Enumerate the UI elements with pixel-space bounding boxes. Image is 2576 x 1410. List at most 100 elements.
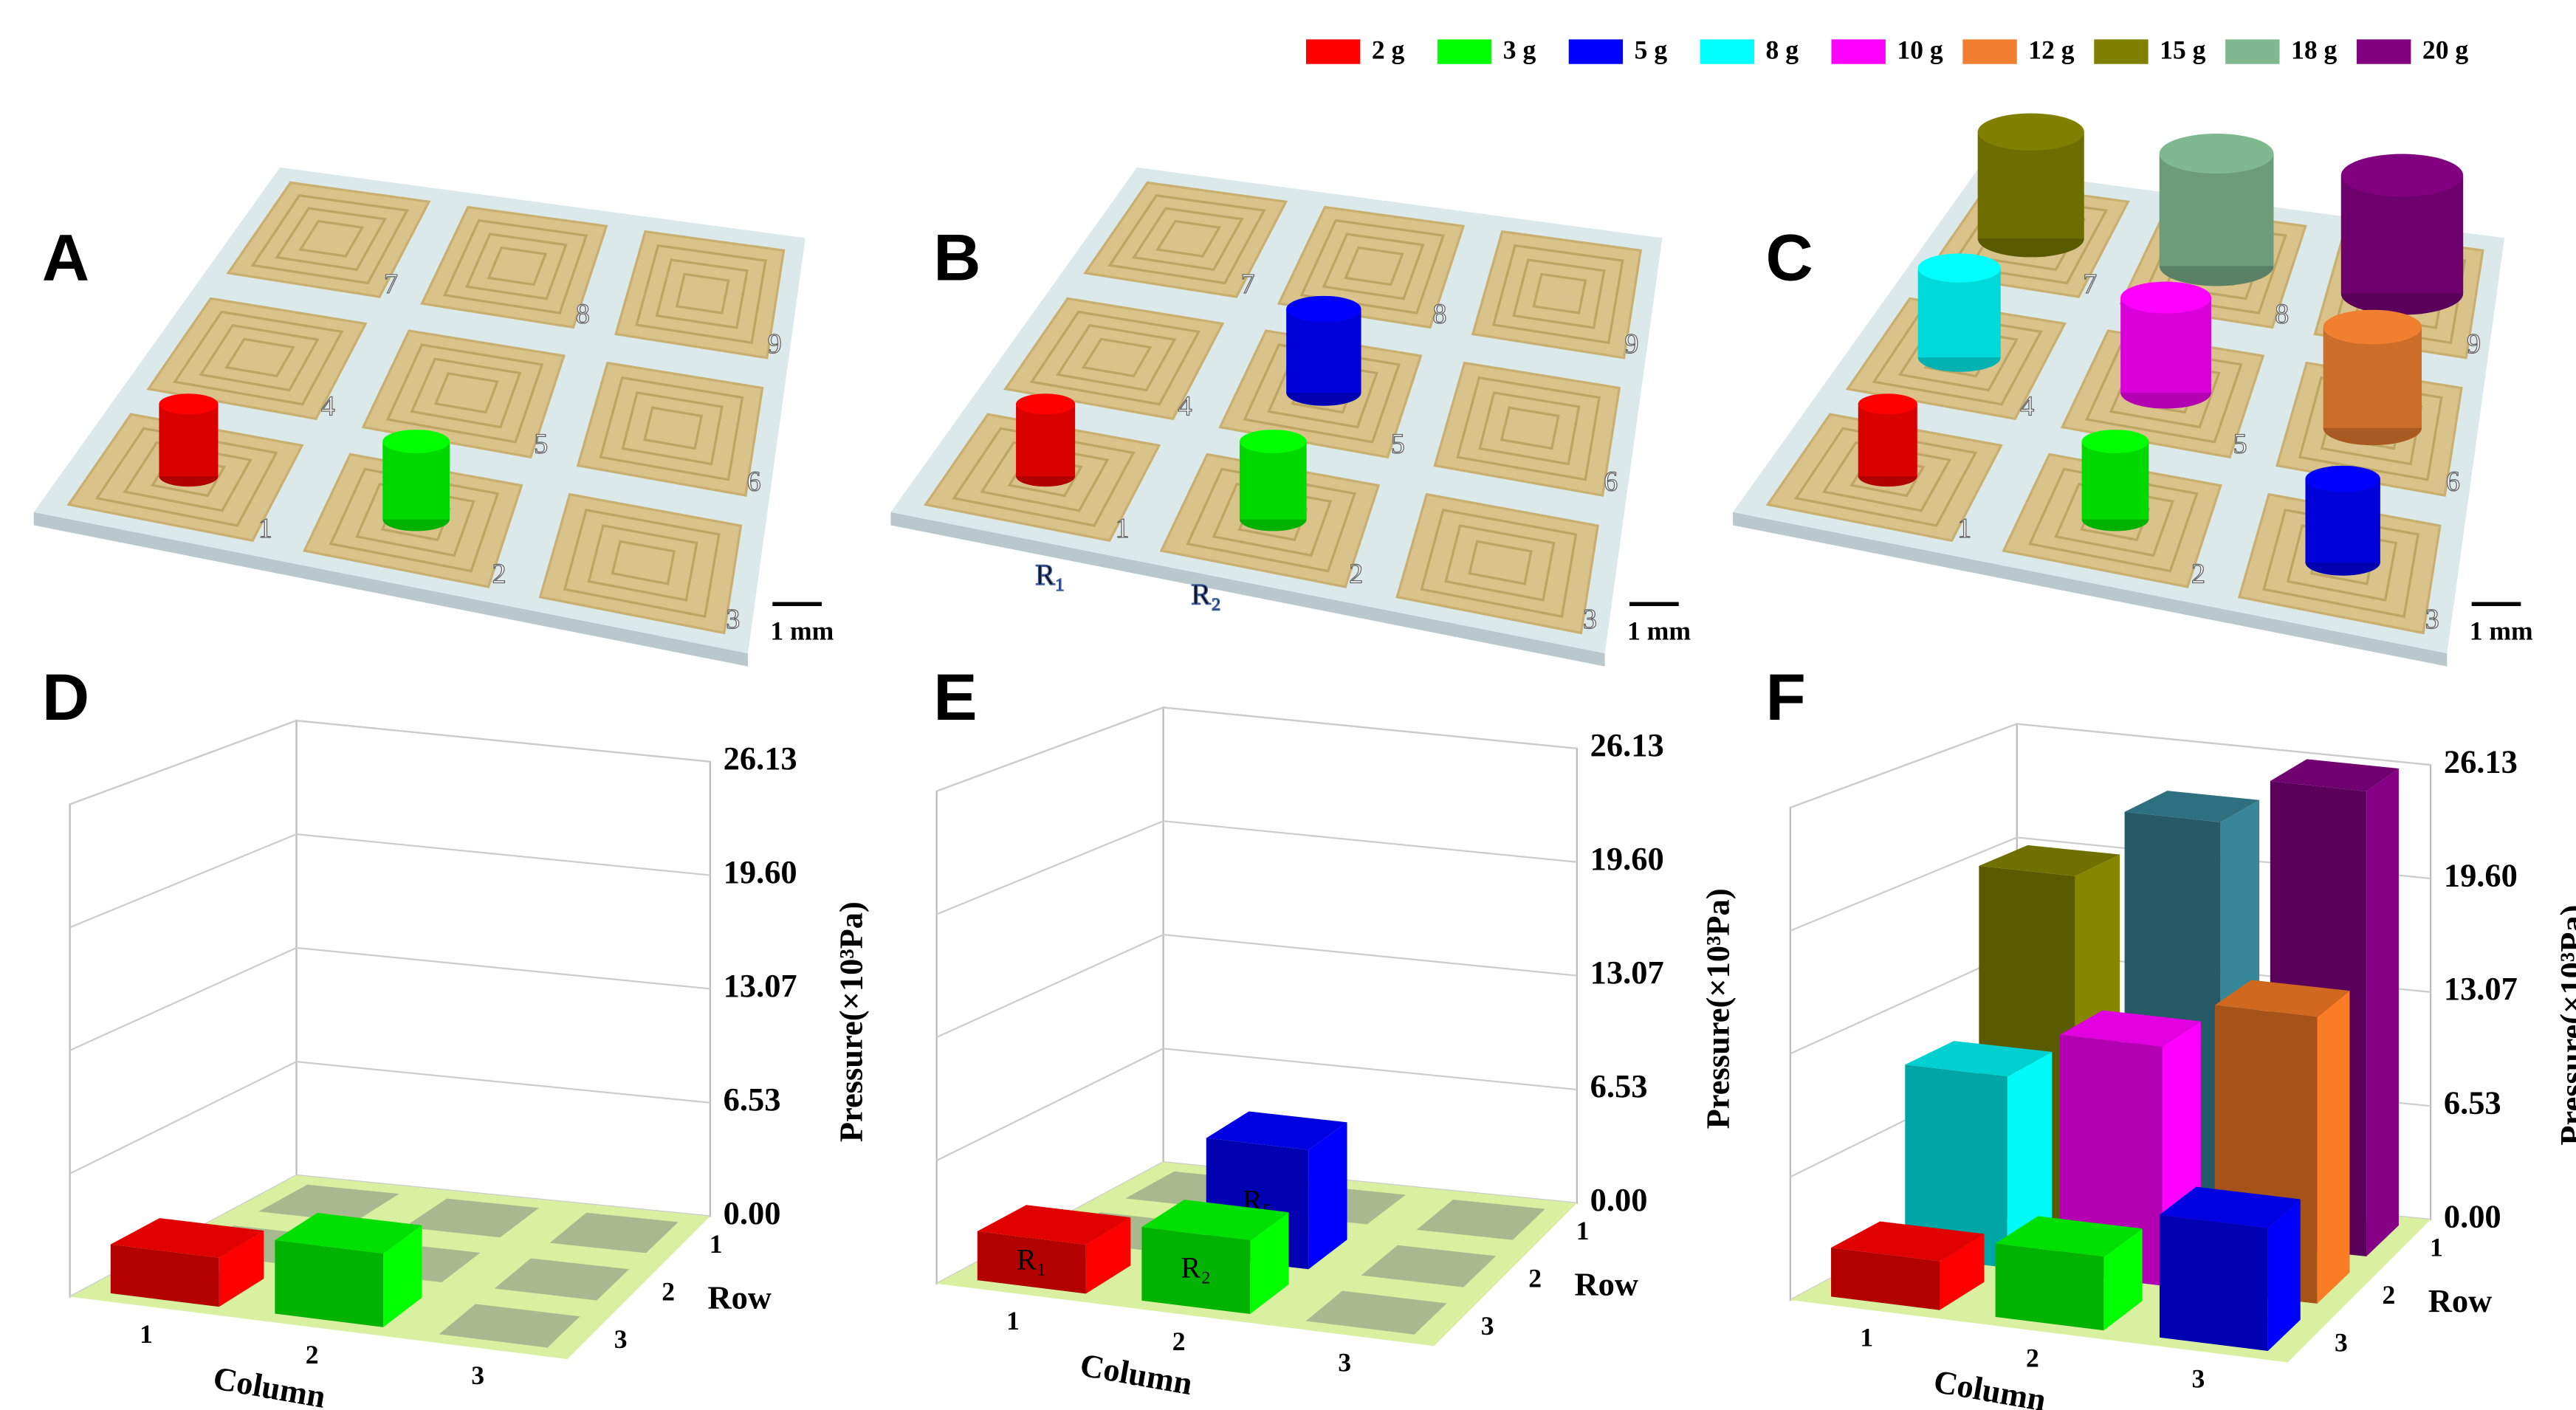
bar-side bbox=[2366, 768, 2399, 1256]
y-tick-label: 6.53 bbox=[2444, 1084, 2501, 1121]
sensor-spiral bbox=[1055, 323, 1177, 392]
weight-body bbox=[2081, 441, 2149, 520]
weight bbox=[1858, 393, 1917, 487]
sensor-number: 1 bbox=[258, 513, 272, 544]
z-tick-label: 2 bbox=[1528, 1264, 1542, 1293]
bar-side bbox=[2317, 991, 2350, 1304]
sensor-number: 6 bbox=[747, 467, 761, 498]
z-tick-label: 1 bbox=[1576, 1216, 1590, 1245]
bar-top bbox=[1995, 1216, 2143, 1257]
sensor-number: 1 bbox=[1116, 513, 1130, 544]
legend-label: 3 g bbox=[1503, 35, 1536, 64]
bar bbox=[1905, 1041, 2053, 1268]
legend-swatch bbox=[1568, 39, 1624, 64]
bar-side bbox=[2103, 1228, 2143, 1331]
sensor-spiral bbox=[1029, 310, 1201, 406]
bar bbox=[2159, 1186, 2301, 1351]
sensor-spiral bbox=[2054, 482, 2174, 557]
y-axis-label: Pressure(×10³Pa) bbox=[2553, 905, 2576, 1146]
weight-top bbox=[1239, 430, 1307, 453]
sensor-spiral bbox=[1456, 376, 1601, 481]
floor-cell bbox=[1305, 1290, 1447, 1335]
panel-label: A bbox=[42, 220, 89, 294]
y-tick-label: 6.53 bbox=[1590, 1067, 1648, 1104]
y-tick-label: 0.00 bbox=[724, 1194, 781, 1231]
grid-line bbox=[69, 1061, 710, 1175]
x-tick-label: 2 bbox=[1172, 1327, 1186, 1356]
weight bbox=[2340, 154, 2464, 315]
sensor-number: 8 bbox=[576, 298, 590, 329]
legend-label: 2 g bbox=[1372, 35, 1405, 64]
sensor-number: 4 bbox=[2020, 391, 2034, 422]
weight-top bbox=[2323, 309, 2422, 345]
sensor-number: 6 bbox=[2446, 467, 2460, 498]
floor-cell bbox=[404, 1198, 539, 1238]
y-tick-label: 26.13 bbox=[724, 740, 797, 777]
x-tick-label: 3 bbox=[471, 1361, 484, 1390]
sensor-spiral bbox=[1420, 508, 1578, 619]
y-tick-label: 13.07 bbox=[2444, 970, 2518, 1007]
sensor-spiral bbox=[433, 371, 499, 414]
sensor-spiral bbox=[621, 391, 724, 466]
weight bbox=[2159, 134, 2274, 286]
legend-label: 12 g bbox=[2028, 35, 2074, 64]
weight-body bbox=[1858, 404, 1917, 477]
weight-top bbox=[1917, 253, 2001, 283]
x-tick-label: 2 bbox=[2026, 1343, 2039, 1372]
weight-body bbox=[2305, 478, 2380, 563]
weight bbox=[159, 393, 219, 487]
bar-side bbox=[2007, 1051, 2053, 1268]
sensor-number: 5 bbox=[1391, 429, 1405, 460]
weight bbox=[2305, 465, 2380, 576]
bar-top bbox=[1979, 845, 2120, 876]
bar-front bbox=[110, 1244, 219, 1307]
sensor-spiral bbox=[952, 427, 1136, 527]
bar-top bbox=[2059, 1010, 2201, 1047]
sensor-number: 2 bbox=[2191, 559, 2205, 590]
sensor-number: 1 bbox=[1957, 513, 1971, 544]
sensor-spiral bbox=[1821, 441, 1952, 512]
sensor-spiral bbox=[599, 376, 744, 481]
weight-top bbox=[1286, 295, 1361, 323]
legend-label: 5 g bbox=[1635, 35, 1668, 64]
weight-top bbox=[382, 430, 450, 453]
weight bbox=[1977, 113, 2084, 258]
bar-front bbox=[1831, 1248, 1940, 1310]
bar-side bbox=[383, 1225, 422, 1327]
x-tick-label: 2 bbox=[306, 1340, 319, 1369]
grid-line bbox=[936, 706, 1577, 792]
y-axis-label: Pressure(×10³Pa) bbox=[833, 901, 870, 1142]
sensor-spiral bbox=[354, 482, 475, 557]
legend-label: 10 g bbox=[1897, 35, 1943, 64]
bar-top bbox=[2214, 980, 2350, 1017]
sensor-spiral bbox=[1512, 258, 1606, 329]
weight-body bbox=[1286, 309, 1361, 393]
weight bbox=[2081, 430, 2149, 532]
z-axis-label: Row bbox=[707, 1279, 771, 1316]
weight bbox=[2120, 281, 2211, 409]
sensor-spiral bbox=[1186, 467, 1356, 573]
sensor-spiral bbox=[172, 310, 344, 406]
bar-front bbox=[1995, 1243, 2104, 1331]
sensor-spiral bbox=[2085, 343, 2243, 444]
sensor-spiral bbox=[442, 219, 588, 314]
weight bbox=[1917, 253, 2001, 372]
weight bbox=[1016, 393, 1076, 487]
sensor-spiral bbox=[1131, 207, 1244, 272]
sensor-spiral bbox=[1491, 244, 1624, 345]
z-axis-label: Row bbox=[1575, 1266, 1638, 1303]
sensor-number: 6 bbox=[1604, 467, 1618, 498]
z-tick-label: 2 bbox=[2382, 1280, 2395, 1310]
sensor-spiral bbox=[487, 246, 548, 286]
sensor-spiral bbox=[385, 343, 544, 444]
bar bbox=[275, 1212, 422, 1327]
sensor-number: 9 bbox=[768, 329, 782, 360]
sensor-spiral bbox=[1155, 219, 1222, 258]
bar-side bbox=[2267, 1199, 2301, 1351]
grid-line bbox=[936, 933, 1577, 1039]
bar-top bbox=[2124, 791, 2260, 822]
sensor-number: 2 bbox=[492, 559, 506, 590]
bar-top bbox=[1141, 1200, 1289, 1241]
weight-body bbox=[1016, 404, 1076, 477]
sensor-number: 2 bbox=[1349, 559, 1363, 590]
